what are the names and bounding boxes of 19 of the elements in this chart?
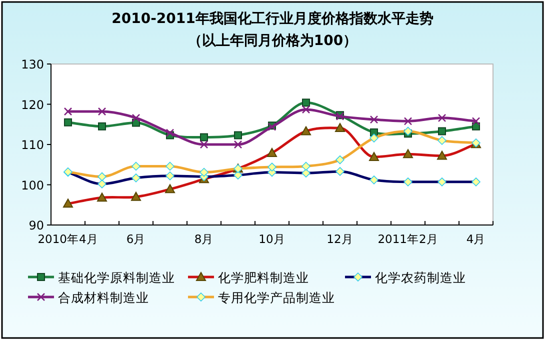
y-tick-label: 100 xyxy=(21,178,44,192)
legend-label: 合成材料制造业 xyxy=(58,290,149,305)
legend-label: 化学肥料制造业 xyxy=(218,270,309,285)
x-tick-label: 2010年4月 xyxy=(38,232,98,246)
x-tick-label: 12月 xyxy=(326,232,354,246)
y-tick-label: 130 xyxy=(21,58,44,72)
chart-subtitle: （以上年同月价格为100） xyxy=(188,33,358,49)
x-tick-label: 4月 xyxy=(466,232,486,246)
x-tick-label: 10月 xyxy=(258,232,286,246)
legend-label: 基础化学原料制造业 xyxy=(58,270,175,285)
x-tick-label: 2011年2月 xyxy=(378,232,438,246)
x-tick-label: 6月 xyxy=(126,232,146,246)
legend-label: 化学农药制造业 xyxy=(375,270,466,285)
y-tick-label: 120 xyxy=(21,98,44,112)
y-tick-label: 90 xyxy=(28,218,44,232)
chart-title: 2010-2011年我国化工行业月度价格指数水平走势 xyxy=(112,10,434,27)
y-tick-label: 110 xyxy=(21,138,44,152)
legend-label: 专用化学产品制造业 xyxy=(218,290,335,305)
x-tick-label: 8月 xyxy=(194,232,214,246)
